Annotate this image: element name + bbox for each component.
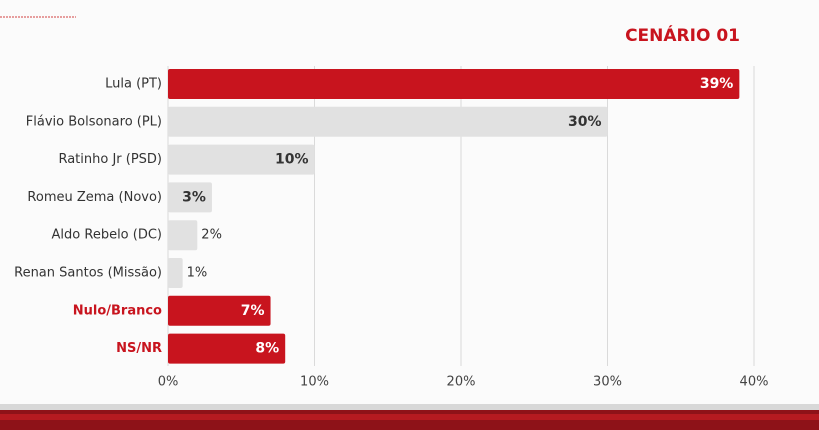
value-label: 39%	[700, 76, 734, 92]
decor-band	[0, 404, 819, 410]
x-tick-label: 10%	[300, 375, 329, 390]
x-tick-label: 0%	[158, 375, 179, 390]
value-label: 3%	[182, 189, 206, 205]
value-label: 1%	[187, 266, 208, 281]
x-tick-label: 40%	[740, 375, 769, 390]
bar	[168, 258, 183, 288]
x-tick-label: 20%	[447, 375, 476, 390]
value-label: 10%	[275, 152, 309, 168]
bar	[168, 295, 271, 326]
value-label: 7%	[241, 303, 265, 319]
value-label: 30%	[568, 114, 602, 130]
y-tick-label: Nulo/Branco	[73, 303, 162, 318]
bar	[168, 69, 740, 99]
value-label: 2%	[201, 228, 222, 243]
bar	[168, 144, 315, 175]
y-tick-label: NS/NR	[116, 341, 162, 356]
y-tick-label: Renan Santos (Missão)	[14, 266, 162, 281]
x-tick-label: 30%	[593, 375, 622, 390]
value-label: 8%	[255, 341, 279, 357]
decor-band	[0, 414, 819, 420]
chart-title: CENÁRIO 01	[625, 24, 740, 46]
bar	[168, 220, 198, 251]
bar	[168, 106, 608, 137]
bar	[168, 182, 212, 213]
y-tick-label: Aldo Rebelo (DC)	[52, 228, 162, 243]
y-tick-label: Romeu Zema (Novo)	[27, 190, 162, 205]
bar	[168, 333, 286, 364]
y-tick-label: Ratinho Jr (PSD)	[58, 152, 162, 167]
y-tick-label: Lula (PT)	[105, 77, 162, 92]
y-tick-label: Flávio Bolsonaro (PL)	[26, 114, 162, 129]
